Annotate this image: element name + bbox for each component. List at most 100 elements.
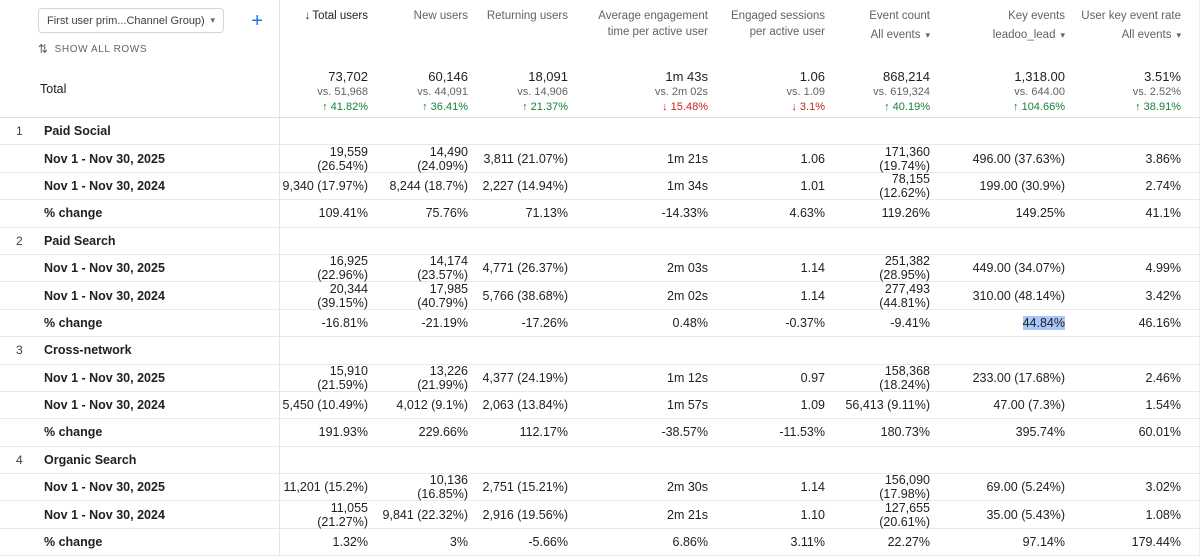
- channel-group-header-row: 4 Organic Search: [0, 446, 1199, 475]
- data-cell: 3.11%: [790, 535, 825, 550]
- data-cell: 156,090 (17.98%): [879, 473, 930, 502]
- column-header-total-users[interactable]: ↓ Total users: [304, 10, 368, 22]
- data-cell: 14,490 (24.09%): [417, 144, 468, 173]
- data-cell: 2m 02s: [667, 288, 708, 303]
- total-metric-cell: 60,146 vs. 44,091 ↑ 36.41%: [417, 69, 468, 113]
- data-cell: 22.27%: [887, 535, 930, 550]
- data-cell: 5,450 (10.49%): [282, 398, 368, 413]
- data-cell: 1.06: [800, 151, 825, 166]
- key-events-filter-dropdown[interactable]: leadoo_lead ▾: [992, 28, 1065, 41]
- data-cell: 1.01: [800, 178, 825, 193]
- data-cell: 1m 21s: [667, 151, 708, 166]
- data-cell: 158,368 (18.24%): [879, 363, 930, 392]
- data-cell: 149.25%: [1015, 206, 1065, 221]
- data-cell: 179.44%: [1131, 535, 1181, 550]
- data-cell: 10,136 (16.85%): [417, 473, 468, 502]
- data-cell: -16.81%: [321, 315, 368, 330]
- table-body: 1 Paid Social Nov 1 - Nov 30, 2025 19,559 (…: [0, 118, 1199, 557]
- data-cell: 3,811 (21.07%): [483, 151, 568, 166]
- data-cell: 56,413 (9.11%): [845, 398, 930, 413]
- data-cell: -5.66%: [528, 535, 568, 550]
- total-metric-cell: 1,318.00 vs. 644.00 ↑ 104.66%: [1013, 69, 1065, 113]
- row-index: 1: [16, 124, 23, 139]
- row-label: Nov 1 - Nov 30, 2025: [44, 480, 165, 495]
- data-cell: 496.00 (37.63%): [972, 151, 1065, 166]
- channel-group-header-row: 1 Paid Social: [0, 118, 1199, 146]
- data-cell: 60.01%: [1138, 425, 1181, 440]
- data-cell: 46.16%: [1138, 315, 1181, 330]
- data-row: Nov 1 - Nov 30, 2024 20,344 (39.15%) 17,98…: [0, 281, 1199, 310]
- table-header-row: First user prim...Channel Group) ▾ + ⇅ S…: [0, 0, 1199, 60]
- data-cell: 191.93%: [318, 425, 368, 440]
- channel-group-header-row: 3 Cross-network: [0, 337, 1199, 365]
- totals-label: Total: [0, 60, 280, 117]
- sort-descending-icon: ↓: [304, 10, 311, 22]
- row-label: % change: [44, 206, 103, 221]
- data-row: % change -16.81% -21.19% -17.26% 0.48% -0.37%…: [0, 309, 1199, 338]
- data-cell: 8,244 (18.7%): [389, 178, 468, 193]
- data-cell: 75.76%: [425, 206, 468, 221]
- column-header-new-users[interactable]: New users: [413, 10, 468, 22]
- channel-group-name: Paid Social: [44, 124, 111, 139]
- channel-group-name: Paid Search: [44, 233, 116, 248]
- add-dimension-button[interactable]: +: [251, 9, 263, 32]
- data-cell: 3.86%: [1145, 151, 1181, 166]
- row-label: Nov 1 - Nov 30, 2024: [44, 288, 165, 303]
- total-metric-cell: 1.06 vs. 1.09 ↓ 3.1%: [786, 69, 825, 113]
- channel-group-header-row: 2 Paid Search: [0, 227, 1199, 255]
- user-key-event-rate-filter-dropdown[interactable]: All events ▾: [1121, 28, 1181, 41]
- data-cell: 16,925 (22.96%): [317, 254, 368, 283]
- chevron-down-icon: ▾: [1176, 29, 1181, 40]
- data-cell: 119.26%: [881, 206, 930, 221]
- column-header-event-count[interactable]: Event count All events ▾: [839, 0, 944, 60]
- data-cell: 9,340 (17.97%): [282, 178, 368, 193]
- data-cell: 112.17%: [519, 425, 568, 440]
- data-cell: 13,226 (21.99%): [417, 363, 468, 392]
- data-cell: 449.00 (34.07%): [972, 261, 1065, 276]
- data-cell: -11.53%: [779, 425, 825, 440]
- data-cell: 2m 30s: [667, 480, 708, 495]
- data-row: Nov 1 - Nov 30, 2024 9,340 (17.97%) 8,244 …: [0, 171, 1199, 201]
- data-cell: 1.08%: [1145, 507, 1181, 522]
- data-cell: 20,344 (39.15%): [317, 281, 368, 310]
- data-cell: 6.86%: [672, 535, 708, 550]
- data-cell: 4,377 (24.19%): [482, 370, 568, 385]
- data-cell: 2.46%: [1145, 370, 1181, 385]
- data-cell: 310.00 (48.14%): [972, 288, 1065, 303]
- dimension-dropdown[interactable]: First user prim...Channel Group) ▾: [38, 8, 224, 33]
- data-cell: 199.00 (30.9%): [979, 178, 1065, 193]
- data-cell: 0.97: [800, 370, 825, 385]
- data-cell: 19,559 (26.54%): [317, 144, 368, 173]
- data-cell: 71.13%: [525, 206, 568, 221]
- column-header-key-events[interactable]: Key events leadoo_lead ▾: [944, 0, 1079, 60]
- data-cell: 5,766 (38.68%): [482, 288, 568, 303]
- data-cell: 44.84%: [1022, 315, 1065, 330]
- data-cell: 251,382 (28.95%): [879, 254, 930, 283]
- total-metric-cell: 868,214 vs. 619,324 ↑ 40.19%: [873, 69, 930, 113]
- data-cell: 1.10: [800, 507, 825, 522]
- column-header-engaged-sessions[interactable]: Engaged sessions per active user: [731, 10, 825, 38]
- data-cell: 78,155 (12.62%): [879, 171, 930, 200]
- row-label: Nov 1 - Nov 30, 2024: [44, 398, 165, 413]
- data-cell: 3.02%: [1145, 480, 1181, 495]
- channel-group-name: Organic Search: [44, 452, 137, 467]
- data-cell: 2m 21s: [667, 507, 708, 522]
- event-count-filter-dropdown[interactable]: All events ▾: [870, 28, 930, 41]
- data-cell: 180.73%: [880, 425, 930, 440]
- column-header-user-key-event-rate[interactable]: User key event rate All events ▾: [1079, 0, 1195, 60]
- total-metric-cell: 3.51% vs. 2.52% ↑ 38.91%: [1132, 69, 1181, 113]
- data-row: Nov 1 - Nov 30, 2025 15,910 (21.59%) 13,22…: [0, 363, 1199, 392]
- show-all-rows-button[interactable]: ⇅ SHOW ALL ROWS: [38, 42, 279, 56]
- column-header-avg-engagement-time[interactable]: Average engagement time per active user: [598, 10, 708, 38]
- data-cell: 15,910 (21.59%): [317, 363, 368, 392]
- data-cell: 3%: [449, 535, 468, 550]
- row-label: % change: [44, 315, 103, 330]
- total-metric-cell: 18,091 vs. 14,906 ↑ 21.37%: [517, 69, 568, 113]
- data-cell: -38.57%: [661, 425, 708, 440]
- totals-row: Total 73,702 vs. 51,968 ↑ 41.82% 60,146 vs. …: [0, 60, 1199, 118]
- column-header-returning-users[interactable]: Returning users: [486, 10, 568, 22]
- row-index: 2: [16, 233, 23, 248]
- dimension-dropdown-label: First user prim...Channel Group): [47, 14, 205, 27]
- data-cell: 17,985 (40.79%): [417, 281, 468, 310]
- data-cell: 69.00 (5.24%): [986, 480, 1065, 495]
